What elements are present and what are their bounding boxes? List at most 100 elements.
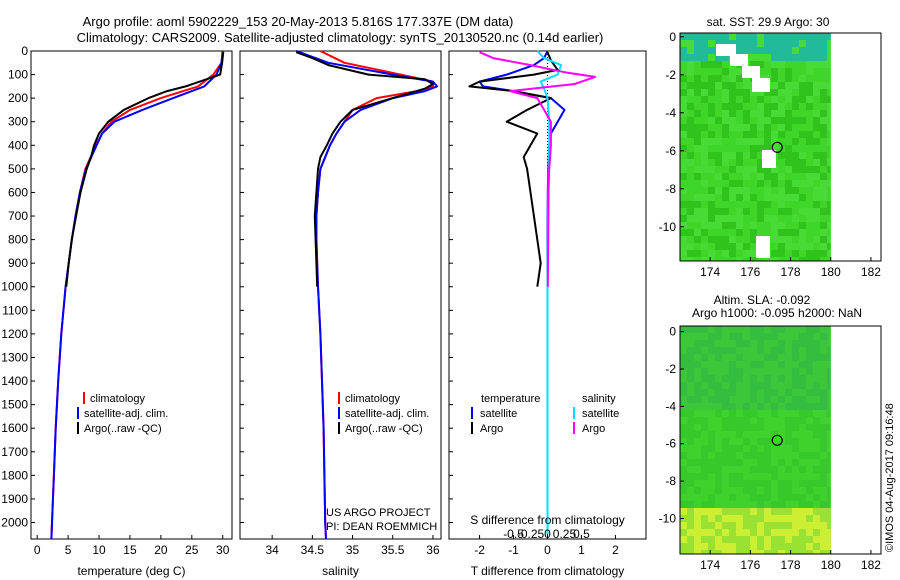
map-cell bbox=[778, 243, 785, 250]
map-cell bbox=[722, 187, 729, 194]
map-cell bbox=[820, 89, 827, 96]
map-cell bbox=[736, 68, 743, 75]
map-cell bbox=[722, 375, 729, 382]
map-cell bbox=[778, 494, 785, 501]
map-cell bbox=[778, 396, 785, 403]
map-cell bbox=[820, 103, 827, 110]
map-cell bbox=[820, 124, 827, 131]
map-cell bbox=[722, 473, 729, 480]
map-cell bbox=[736, 501, 743, 508]
map-cell bbox=[820, 194, 827, 201]
map-cell bbox=[771, 166, 778, 173]
map-cell bbox=[701, 473, 708, 480]
map-cell bbox=[785, 466, 792, 473]
map-cell bbox=[820, 152, 827, 159]
map-cell bbox=[680, 201, 687, 208]
map-cell bbox=[680, 452, 687, 459]
map-cell bbox=[757, 54, 764, 61]
map-cell bbox=[827, 257, 831, 261]
map-cell bbox=[680, 110, 687, 117]
map-cell bbox=[785, 340, 792, 347]
map-cell bbox=[722, 424, 729, 431]
map-cell bbox=[827, 340, 831, 347]
map-cell bbox=[750, 215, 757, 222]
map-cell bbox=[722, 61, 729, 68]
map-cell bbox=[687, 508, 694, 515]
map-cell bbox=[764, 354, 771, 361]
map-cell bbox=[785, 529, 792, 536]
map-cell bbox=[750, 347, 757, 354]
map-cell bbox=[785, 403, 792, 410]
map-cell bbox=[806, 550, 813, 554]
map-cell bbox=[792, 473, 799, 480]
map-cell bbox=[715, 110, 722, 117]
map-cell bbox=[680, 250, 687, 257]
map-cell bbox=[722, 494, 729, 501]
map-cell bbox=[729, 431, 736, 438]
map-cell bbox=[680, 166, 687, 173]
map-cell bbox=[785, 145, 792, 152]
map-cell bbox=[757, 124, 764, 131]
map-cell bbox=[694, 89, 701, 96]
map-cell bbox=[694, 187, 701, 194]
map-cell bbox=[722, 103, 729, 110]
map-cell bbox=[715, 257, 722, 261]
map-cell bbox=[722, 459, 729, 466]
map-cell bbox=[736, 473, 743, 480]
map-cell bbox=[792, 445, 799, 452]
map-cell bbox=[750, 550, 757, 554]
map-cell bbox=[764, 61, 771, 68]
map-cell bbox=[806, 333, 813, 340]
map-cell bbox=[806, 347, 813, 354]
map-cell bbox=[715, 201, 722, 208]
map-cell bbox=[722, 152, 729, 159]
map-cell bbox=[729, 173, 736, 180]
map-cell bbox=[708, 250, 715, 257]
map-cell bbox=[694, 431, 701, 438]
map-cell bbox=[736, 382, 743, 389]
map-cell bbox=[680, 222, 687, 229]
map-cell bbox=[750, 110, 757, 117]
map-cell bbox=[813, 326, 820, 333]
map-cell bbox=[785, 417, 792, 424]
map-cell bbox=[820, 257, 827, 261]
map-cell bbox=[757, 194, 764, 201]
map-cell bbox=[827, 194, 831, 201]
map-cell bbox=[813, 389, 820, 396]
map-cell bbox=[806, 110, 813, 117]
map-cell bbox=[750, 466, 757, 473]
x-tick-label: 0 bbox=[34, 543, 41, 557]
map-cell bbox=[820, 508, 827, 515]
map-cell bbox=[785, 375, 792, 382]
map-cell bbox=[799, 473, 806, 480]
map-cell bbox=[750, 445, 757, 452]
map-cell bbox=[785, 501, 792, 508]
map-cell bbox=[743, 222, 750, 229]
map-cell bbox=[771, 47, 778, 54]
map-cell bbox=[771, 117, 778, 124]
x-tick-label: 36 bbox=[426, 543, 440, 557]
map-cell bbox=[757, 103, 764, 110]
map-cell bbox=[708, 257, 715, 261]
secondary-tick-label: 0.25 bbox=[553, 527, 577, 541]
map-cell bbox=[736, 131, 743, 138]
map-cell bbox=[736, 145, 743, 152]
map-cell bbox=[680, 173, 687, 180]
map-cell bbox=[764, 389, 771, 396]
map-cell bbox=[757, 159, 764, 166]
map-cell bbox=[708, 438, 715, 445]
map-cell bbox=[757, 508, 764, 515]
map-cell bbox=[785, 452, 792, 459]
map-cell bbox=[820, 222, 827, 229]
map-cell bbox=[680, 257, 687, 261]
map-cell bbox=[715, 403, 722, 410]
map-cell bbox=[799, 173, 806, 180]
map-cell bbox=[827, 501, 831, 508]
map-cell bbox=[687, 396, 694, 403]
map-cell bbox=[820, 445, 827, 452]
map-cell bbox=[827, 61, 831, 68]
map-cell bbox=[799, 40, 806, 47]
map-cell bbox=[820, 340, 827, 347]
map-cell bbox=[687, 124, 694, 131]
map-cell bbox=[715, 494, 722, 501]
